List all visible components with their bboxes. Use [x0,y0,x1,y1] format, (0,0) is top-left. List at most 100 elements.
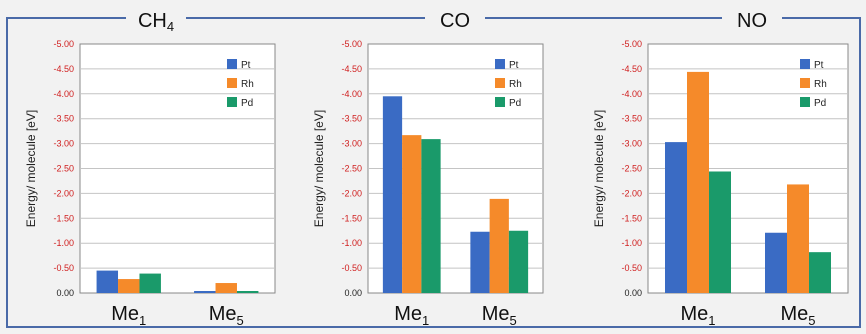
y-tick-label: -2.00 [621,188,642,198]
legend-swatch-pt [800,59,810,69]
x-category-label: Me5 [780,303,815,328]
title-gap [722,6,782,30]
y-tick-label: -0.50 [621,263,642,273]
y-tick-label: -2.00 [53,188,74,198]
legend-label: Pd [509,98,521,109]
panel-title-group: CO [425,6,485,32]
legend-swatch-pd [495,97,505,107]
y-tick-label: -3.00 [341,139,362,149]
bar-pd [236,291,259,293]
x-category-label: Me1 [394,303,429,328]
panel-title: NO [737,10,767,32]
bar-pt [665,142,687,293]
x-category-subscript: 1 [708,313,715,328]
y-tick-label: 0.00 [344,288,362,298]
legend-label: Pt [241,60,251,71]
legend-swatch-pt [227,59,237,69]
legend-label: Pd [814,98,826,109]
bar-pt [470,231,490,293]
panel-title-group: NO [722,6,782,32]
y-tick-label: -4.00 [53,89,74,99]
y-tick-label: 0.00 [56,288,74,298]
title-gap [425,6,485,30]
y-tick-label: -4.50 [53,64,74,74]
bar-pd [809,252,831,293]
x-category-subscript: 5 [808,313,815,328]
y-tick-label: -2.00 [341,188,362,198]
y-tick-label: -3.50 [53,114,74,124]
panel-title: CO [440,10,470,32]
bar-rh [687,71,709,293]
x-category-subscript: 5 [237,313,244,328]
x-category-subscript: 1 [139,313,146,328]
chart-panel-2: CO 0.00 -0.50 -1.00 -1.50 -2.00 -2.50 -3.00 -3.5… [312,6,544,328]
x-category-label: Me5 [482,303,517,328]
panel-title-subscript: 4 [167,19,174,34]
y-tick-label: -5.00 [341,39,362,49]
bar-rh [489,198,509,293]
bar-rh [402,135,422,293]
legend-label: Pt [814,60,824,71]
bar-pd [508,230,529,293]
bar-pt [96,270,119,293]
y-axis-label: Energy/ molecule [eV] [592,110,606,227]
y-tick-label: 0.00 [624,288,642,298]
bar-pd [709,171,731,293]
y-tick-label: -2.50 [621,164,642,174]
y-tick-label: -1.00 [53,238,74,248]
legend-swatch-rh [495,78,505,88]
legend-swatch-pd [800,97,810,107]
y-tick-label: -5.00 [621,39,642,49]
y-tick-label: -3.00 [621,139,642,149]
legend-label: Pt [509,60,519,71]
bar-pt [765,232,787,293]
y-tick-label: -4.00 [621,89,642,99]
title-gap [126,6,186,30]
bar-rh [215,283,237,293]
y-tick-label: -4.00 [341,89,362,99]
bar-pd [421,139,441,293]
y-tick-label: -3.00 [53,139,74,149]
chart-panels: CH4 0.00 -0.50 -1.00 -1.50 -2.00 -2.50 -3.00 -3.… [24,6,849,328]
legend-label: Rh [509,79,522,90]
bar-rh [787,184,809,293]
chart-panel-1: CH4 0.00 -0.50 -1.00 -1.50 -2.00 -2.50 -3.00 -3.… [24,6,276,328]
y-axis-label: Energy/ molecule [eV] [24,110,38,227]
bar-rh [118,279,140,293]
x-category-subscript: 5 [510,313,517,328]
y-tick-label: -1.50 [341,213,362,223]
x-category-label: Me5 [209,303,244,328]
y-tick-label: -0.50 [341,263,362,273]
y-tick-label: -5.00 [53,39,74,49]
chart-panel-3: NO 0.00 -0.50 -1.00 -1.50 -2.00 -2.50 -3.00 -3.5… [592,6,849,328]
bar-pd [139,273,161,293]
bar-pt [382,96,403,293]
x-category-label: Me1 [111,303,146,328]
y-axis-label: Energy/ molecule [eV] [312,110,326,227]
legend-label: Rh [814,79,827,90]
y-tick-label: -3.50 [341,114,362,124]
legend-swatch-rh [227,78,237,88]
legend-swatch-rh [800,78,810,88]
legend: Pt Rh Pd [800,59,827,109]
legend-swatch-pd [227,97,237,107]
y-tick-label: -1.50 [53,213,74,223]
y-tick-label: -1.00 [341,238,362,248]
y-tick-label: -1.00 [621,238,642,248]
y-tick-label: -1.50 [621,213,642,223]
y-tick-label: -2.50 [53,164,74,174]
legend-label: Pd [241,98,253,109]
panel-title-group: CH4 [126,6,186,34]
legend: Pt Rh Pd [495,59,522,109]
y-tick-label: -4.50 [621,64,642,74]
legend: Pt Rh Pd [227,59,254,109]
y-tick-label: -4.50 [341,64,362,74]
y-tick-label: -3.50 [621,114,642,124]
legend-label: Rh [241,79,254,90]
bar-pt [194,291,216,293]
x-category-subscript: 1 [422,313,429,328]
y-tick-label: -0.50 [53,263,74,273]
y-tick-label: -2.50 [341,164,362,174]
legend-swatch-pt [495,59,505,69]
